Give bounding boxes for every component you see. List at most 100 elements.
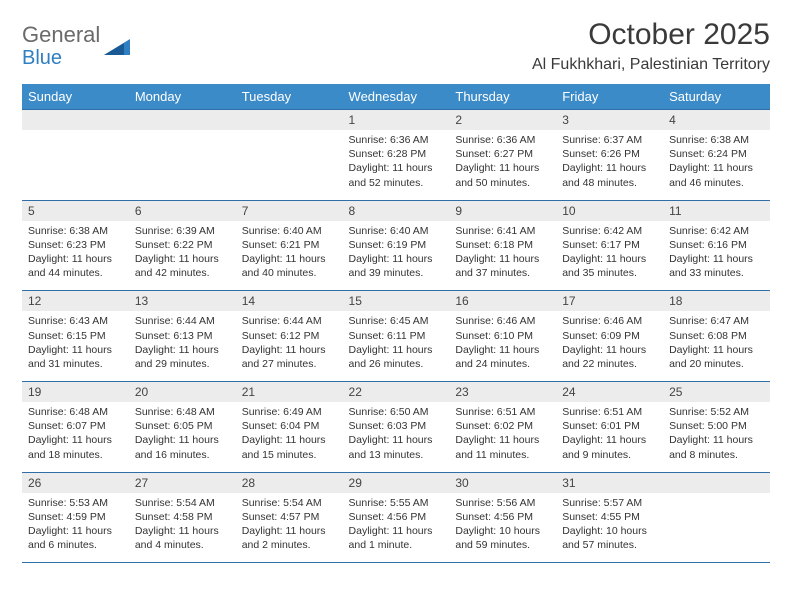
day-number: 18: [663, 291, 770, 311]
day-detail-line: and 2 minutes.: [242, 538, 337, 552]
day-detail-line: Sunrise: 6:46 AM: [455, 314, 550, 328]
day-detail-line: Sunrise: 6:37 AM: [562, 133, 657, 147]
day-detail-line: Sunset: 6:27 PM: [455, 147, 550, 161]
day-detail-line: and 33 minutes.: [669, 266, 764, 280]
day-detail: Sunrise: 6:46 AMSunset: 6:09 PMDaylight:…: [556, 311, 663, 381]
day-detail-line: Sunrise: 5:57 AM: [562, 496, 657, 510]
day-detail-line: Daylight: 11 hours: [349, 252, 444, 266]
day-number: 7: [236, 201, 343, 221]
day-detail-line: and 52 minutes.: [349, 176, 444, 190]
day-detail-line: Daylight: 11 hours: [135, 252, 230, 266]
day-number: 4: [663, 110, 770, 130]
day-number: 19: [22, 382, 129, 402]
day-detail: Sunrise: 6:51 AMSunset: 6:01 PMDaylight:…: [556, 402, 663, 472]
day-number: 24: [556, 382, 663, 402]
bottom-rule: [22, 562, 770, 563]
day-detail-line: Daylight: 10 hours: [455, 524, 550, 538]
day-detail-line: Daylight: 11 hours: [242, 252, 337, 266]
day-detail-line: Daylight: 11 hours: [28, 343, 123, 357]
header: General Blue October 2025 Al Fukhkhari, …: [22, 18, 770, 74]
day-detail: Sunrise: 6:37 AMSunset: 6:26 PMDaylight:…: [556, 130, 663, 200]
day-number: 9: [449, 201, 556, 221]
day-detail-line: Sunset: 6:28 PM: [349, 147, 444, 161]
day-detail-line: Sunrise: 5:54 AM: [242, 496, 337, 510]
day-detail-line: Sunset: 4:55 PM: [562, 510, 657, 524]
day-detail-line: Sunrise: 6:48 AM: [135, 405, 230, 419]
day-detail: Sunrise: 6:42 AMSunset: 6:17 PMDaylight:…: [556, 221, 663, 291]
day-detail-line: Daylight: 11 hours: [562, 161, 657, 175]
day-detail: Sunrise: 6:45 AMSunset: 6:11 PMDaylight:…: [343, 311, 450, 381]
day-detail-line: and 1 minute.: [349, 538, 444, 552]
day-detail-line: and 29 minutes.: [135, 357, 230, 371]
day-number: [236, 110, 343, 130]
day-detail: Sunrise: 6:40 AMSunset: 6:19 PMDaylight:…: [343, 221, 450, 291]
triangle-icon: [104, 35, 130, 60]
day-detail-line: and 27 minutes.: [242, 357, 337, 371]
day-detail-line: Sunset: 6:15 PM: [28, 329, 123, 343]
day-detail-line: Sunset: 6:09 PM: [562, 329, 657, 343]
day-detail-line: and 16 minutes.: [135, 448, 230, 462]
day-detail-line: Daylight: 11 hours: [455, 252, 550, 266]
day-detail-line: and 42 minutes.: [135, 266, 230, 280]
day-number: 17: [556, 291, 663, 311]
day-detail: [22, 130, 129, 200]
day-detail: Sunrise: 6:41 AMSunset: 6:18 PMDaylight:…: [449, 221, 556, 291]
day-detail-line: Sunrise: 6:44 AM: [135, 314, 230, 328]
day-detail-line: Daylight: 11 hours: [455, 433, 550, 447]
day-number: [129, 110, 236, 130]
day-detail-line: and 11 minutes.: [455, 448, 550, 462]
day-detail: Sunrise: 6:48 AMSunset: 6:05 PMDaylight:…: [129, 402, 236, 472]
day-detail-line: Daylight: 11 hours: [349, 433, 444, 447]
month-title: October 2025: [532, 18, 770, 52]
day-header: Wednesday: [343, 84, 450, 110]
day-detail-line: and 22 minutes.: [562, 357, 657, 371]
day-detail-line: and 4 minutes.: [135, 538, 230, 552]
day-detail-line: Daylight: 11 hours: [669, 343, 764, 357]
day-detail-line: Sunset: 6:10 PM: [455, 329, 550, 343]
day-detail-line: Sunrise: 6:43 AM: [28, 314, 123, 328]
day-detail-line: Sunrise: 6:38 AM: [669, 133, 764, 147]
day-detail-line: Daylight: 11 hours: [28, 252, 123, 266]
day-detail-line: Sunrise: 6:40 AM: [349, 224, 444, 238]
day-number: 25: [663, 382, 770, 402]
day-detail-line: and 15 minutes.: [242, 448, 337, 462]
day-detail-line: and 9 minutes.: [562, 448, 657, 462]
day-detail: Sunrise: 5:54 AMSunset: 4:58 PMDaylight:…: [129, 493, 236, 563]
day-detail-line: Daylight: 11 hours: [562, 252, 657, 266]
day-number: 8: [343, 201, 450, 221]
day-detail-line: Sunrise: 5:56 AM: [455, 496, 550, 510]
day-detail: Sunrise: 6:44 AMSunset: 6:12 PMDaylight:…: [236, 311, 343, 381]
day-detail-line: and 48 minutes.: [562, 176, 657, 190]
day-detail: Sunrise: 6:51 AMSunset: 6:02 PMDaylight:…: [449, 402, 556, 472]
location-label: Al Fukhkhari, Palestinian Territory: [532, 56, 770, 74]
day-number: 1: [343, 110, 450, 130]
day-number: 5: [22, 201, 129, 221]
day-detail-line: and 20 minutes.: [669, 357, 764, 371]
day-detail-line: Sunset: 6:26 PM: [562, 147, 657, 161]
day-detail-line: Sunset: 6:13 PM: [135, 329, 230, 343]
day-detail-line: Daylight: 11 hours: [349, 524, 444, 538]
day-detail-line: Sunrise: 5:55 AM: [349, 496, 444, 510]
day-number: 3: [556, 110, 663, 130]
day-detail-line: Sunset: 6:02 PM: [455, 419, 550, 433]
day-detail-line: Sunrise: 6:44 AM: [242, 314, 337, 328]
day-detail: Sunrise: 6:44 AMSunset: 6:13 PMDaylight:…: [129, 311, 236, 381]
day-header: Sunday: [22, 84, 129, 110]
day-detail-line: Sunset: 6:18 PM: [455, 238, 550, 252]
day-detail-line: and 26 minutes.: [349, 357, 444, 371]
day-detail-line: Daylight: 11 hours: [242, 433, 337, 447]
day-detail-line: Sunrise: 6:45 AM: [349, 314, 444, 328]
day-detail: Sunrise: 6:50 AMSunset: 6:03 PMDaylight:…: [343, 402, 450, 472]
day-number: 13: [129, 291, 236, 311]
day-number: 14: [236, 291, 343, 311]
day-detail-line: and 57 minutes.: [562, 538, 657, 552]
day-number: 20: [129, 382, 236, 402]
day-detail-line: and 18 minutes.: [28, 448, 123, 462]
day-number: 12: [22, 291, 129, 311]
day-detail: Sunrise: 6:48 AMSunset: 6:07 PMDaylight:…: [22, 402, 129, 472]
day-detail-line: Daylight: 11 hours: [135, 433, 230, 447]
day-detail-line: and 37 minutes.: [455, 266, 550, 280]
day-detail: [236, 130, 343, 200]
day-detail-line: Sunrise: 6:50 AM: [349, 405, 444, 419]
day-detail-line: Daylight: 11 hours: [349, 161, 444, 175]
